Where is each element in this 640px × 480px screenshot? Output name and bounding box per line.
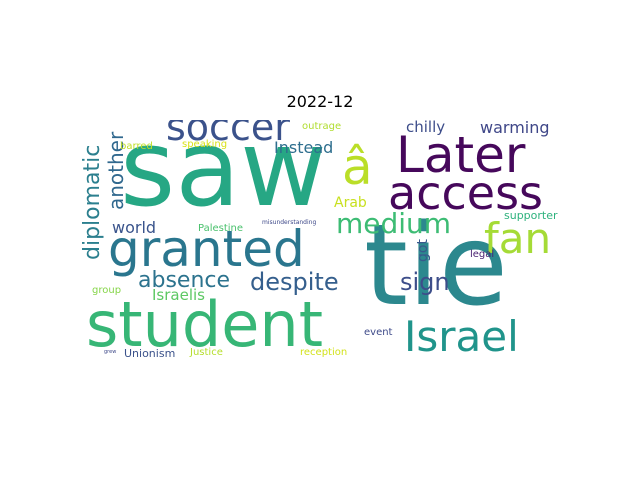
word-unionism: Unionism (124, 347, 176, 360)
word-world: world (112, 218, 157, 237)
word-a-circumflex: â (342, 138, 373, 196)
word-warming: warming (480, 120, 550, 137)
word-access: access (388, 166, 544, 220)
word-supporter: supporter (504, 209, 558, 222)
word-legal: legal (470, 249, 495, 260)
word-tie: tie (364, 201, 508, 331)
word-saw: saw (120, 120, 327, 230)
word-arab: Arab (334, 195, 367, 211)
word-speaking: speaking (182, 139, 228, 150)
word-barred: barred (120, 141, 153, 152)
word-chilly: chilly (406, 120, 446, 136)
word-outrage: outrage (302, 121, 342, 132)
word-got: got (415, 239, 431, 262)
word-granted: granted (108, 220, 305, 278)
chart-title: 2022-12 (286, 92, 354, 111)
word-justice: Justice (190, 347, 223, 358)
word-diplomatic-vertical: diplomatic (80, 144, 105, 260)
word-fan: fan (484, 214, 552, 263)
word-palestine: Palestine (198, 223, 244, 234)
word-group: group (92, 285, 122, 296)
word-instead: Instead (274, 138, 334, 157)
word-student: student (86, 288, 324, 360)
word-israelis: Israelis (152, 286, 205, 304)
word-despite: despite (250, 268, 339, 296)
word-cloud: saw tie student Later access granted â s… (80, 120, 560, 360)
word-later: Later (396, 126, 526, 184)
word-soccer: soccer (166, 120, 290, 149)
word-reception: reception (300, 347, 348, 358)
word-event: event (364, 327, 393, 338)
word-grew: grew (104, 349, 117, 355)
word-israel: Israel (404, 312, 519, 360)
word-absence: absence (138, 268, 231, 293)
word-misunderstanding: misunderstanding (262, 219, 317, 226)
word-sign: sign (400, 268, 450, 296)
word-medium: medium (336, 207, 452, 240)
